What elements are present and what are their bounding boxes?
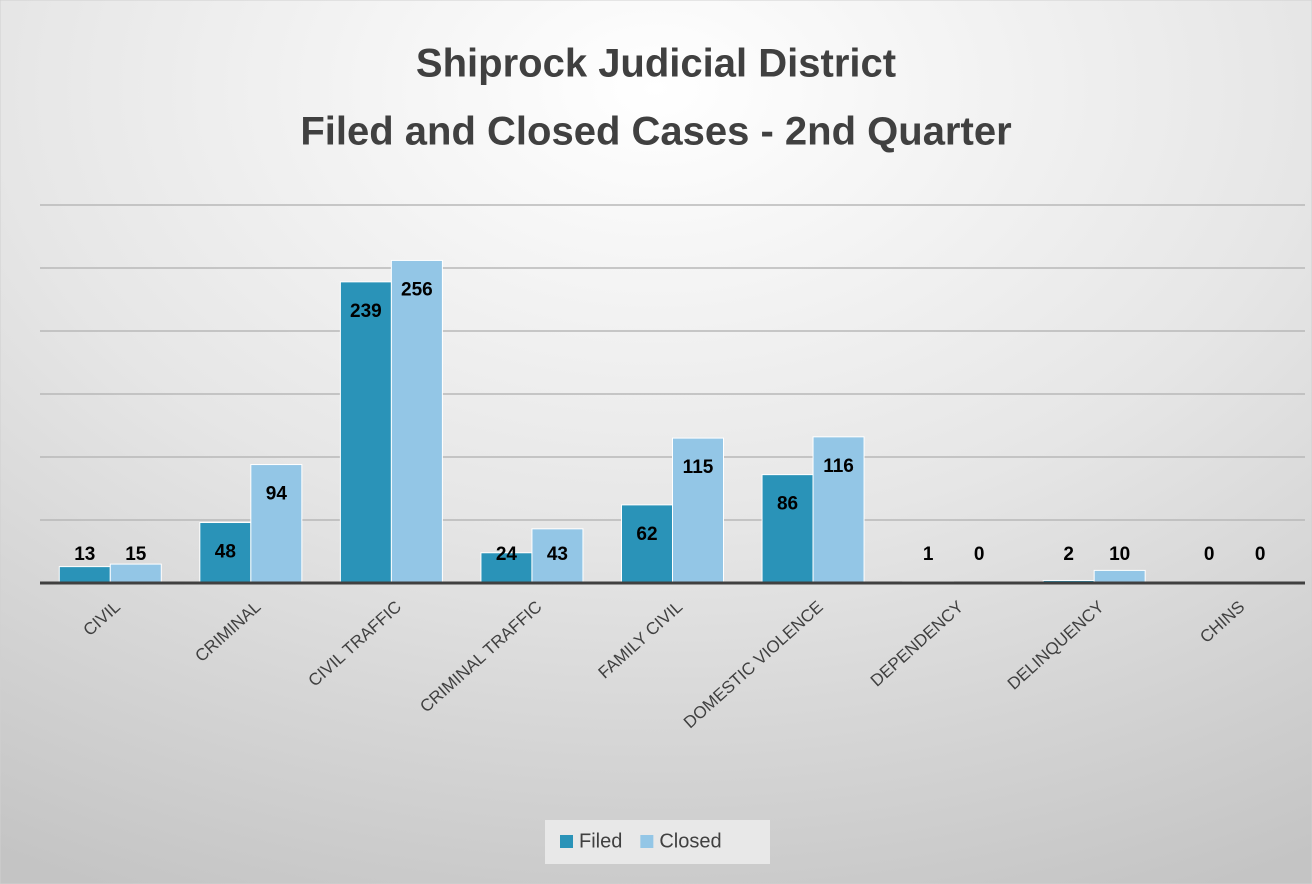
legend-label: Closed xyxy=(659,830,721,852)
legend-swatch xyxy=(640,835,654,848)
bar xyxy=(390,259,443,584)
data-label: 115 xyxy=(683,457,714,478)
data-label: 43 xyxy=(547,544,568,565)
bar xyxy=(531,528,584,584)
data-label: 62 xyxy=(636,524,657,545)
data-label: 86 xyxy=(777,494,798,515)
data-label: 0 xyxy=(1255,544,1266,565)
data-label: 94 xyxy=(266,484,288,505)
data-label: 239 xyxy=(350,301,382,322)
legend-box xyxy=(545,820,770,864)
data-label: 13 xyxy=(74,544,95,565)
data-label: 48 xyxy=(215,542,236,563)
bar xyxy=(761,474,814,584)
bar xyxy=(672,437,724,584)
bar xyxy=(58,566,111,584)
data-label: 24 xyxy=(496,544,518,565)
bar xyxy=(1093,569,1146,584)
data-label: 256 xyxy=(401,279,433,300)
legend-label: Filed xyxy=(579,830,622,852)
data-label: 116 xyxy=(823,456,854,477)
legend-swatch xyxy=(560,835,573,848)
chart-title: Filed and Closed Cases - 2nd Quarter xyxy=(300,110,1011,154)
data-label: 1 xyxy=(923,544,934,565)
bar xyxy=(250,464,303,584)
data-label: 2 xyxy=(1063,544,1074,565)
data-label: 10 xyxy=(1109,544,1130,565)
bar xyxy=(339,281,392,584)
chart-title: Shiprock Judicial District xyxy=(416,42,896,86)
data-label: 15 xyxy=(125,544,147,565)
data-label: 0 xyxy=(1204,544,1215,565)
bar xyxy=(812,436,865,584)
data-label: 0 xyxy=(974,544,985,565)
bar xyxy=(621,504,673,584)
bar xyxy=(109,563,162,584)
